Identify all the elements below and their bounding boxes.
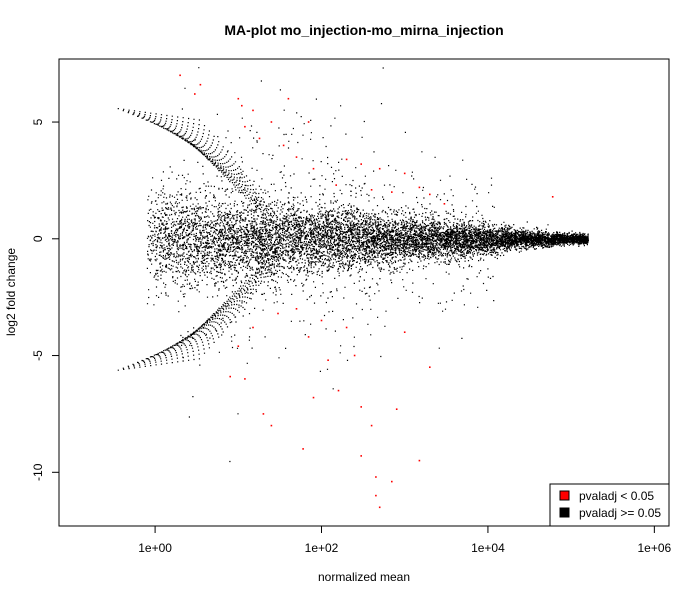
significant-point [391, 191, 393, 193]
y-axis-label: log2 fold change [4, 248, 18, 336]
x-tick-label: 1e+00 [138, 541, 172, 555]
significant-point [370, 424, 373, 427]
significant-point [244, 378, 246, 380]
significant-point [429, 366, 431, 368]
significant-point [241, 104, 243, 107]
significant-point [360, 163, 362, 165]
x-tick-label: 1e+04 [471, 541, 505, 555]
legend-label-nonsignificant: pvaladj >= 0.05 [579, 506, 661, 520]
plot-frame [58, 58, 670, 527]
y-tick-label: -5 [31, 350, 45, 361]
nonsignificant-points [117, 67, 589, 463]
significant-point [199, 83, 202, 86]
significant-point [295, 156, 298, 158]
significant-point [244, 125, 246, 128]
significant-point [353, 354, 356, 357]
y-tick-label: 0 [31, 235, 45, 242]
y-axis: 5 0 -5 -10 [31, 118, 59, 481]
significant-point [551, 196, 554, 198]
significant-point [370, 189, 373, 191]
legend-box [549, 483, 670, 527]
legend-label-significant: pvaladj < 0.05 [579, 489, 654, 503]
chart-title: MA-plot mo_injection-mo_mirna_injection [224, 22, 503, 38]
nonsignificant-point-cloud [117, 67, 589, 463]
significant-point [375, 494, 377, 497]
significant-point [262, 413, 265, 415]
significant-point [307, 336, 310, 338]
significant-point [312, 167, 315, 170]
significant-point [258, 137, 261, 140]
significant-point [403, 172, 406, 175]
significant-point [378, 167, 381, 170]
significant-point [418, 186, 421, 189]
significant-point [429, 193, 431, 196]
legend-swatch-significant [559, 490, 570, 501]
significant-point [391, 480, 393, 483]
significant-point [395, 408, 398, 410]
legend-swatch-nonsignificant [559, 507, 570, 518]
significant-point [360, 455, 362, 457]
x-axis: 1e+00 1e+02 1e+04 1e+06 [138, 526, 672, 555]
significant-point [194, 93, 196, 95]
significant-point [307, 121, 310, 123]
x-tick-label: 1e+06 [637, 541, 671, 555]
significant-point [418, 459, 421, 462]
significant-point [312, 396, 315, 399]
significant-point [403, 331, 406, 333]
significant-point [337, 389, 340, 392]
significant-point [252, 326, 254, 329]
significant-point [302, 448, 304, 450]
significant-point [270, 121, 273, 123]
significant-point [345, 158, 348, 161]
significant-point [320, 319, 323, 322]
significant-points [179, 74, 554, 509]
significant-point [295, 308, 298, 310]
significant-point [277, 312, 279, 315]
significant-point [360, 406, 362, 408]
y-tick-label: -10 [31, 463, 45, 481]
significant-point [179, 74, 181, 77]
significant-point [270, 424, 273, 427]
significant-point [375, 476, 377, 478]
significant-point [345, 326, 348, 329]
x-axis-label: normalized mean [318, 570, 410, 584]
significant-point [335, 184, 337, 186]
significant-point [443, 203, 446, 205]
legend: pvaladj < 0.05 pvaladj >= 0.05 [549, 483, 670, 527]
significant-point [237, 345, 240, 347]
significant-point [327, 359, 329, 361]
x-tick-label: 1e+02 [305, 541, 339, 555]
significant-point [252, 109, 254, 112]
significant-point [282, 144, 285, 147]
y-tick-label: 5 [31, 118, 45, 125]
significant-point [287, 97, 290, 100]
significant-point [229, 375, 231, 378]
significant-point [378, 506, 381, 509]
significant-point [237, 97, 240, 100]
